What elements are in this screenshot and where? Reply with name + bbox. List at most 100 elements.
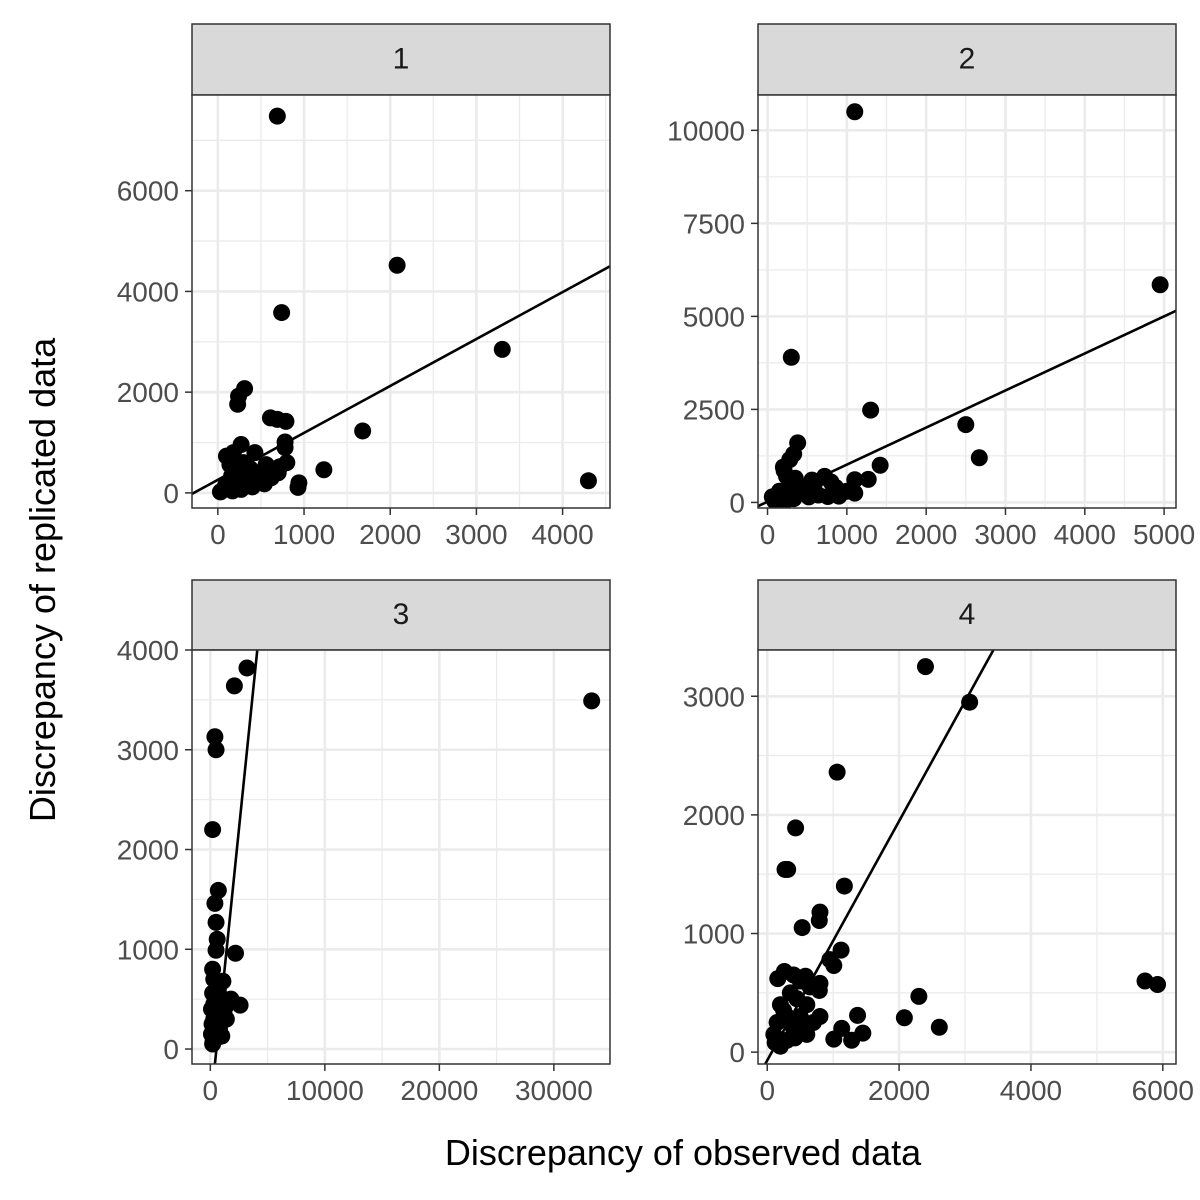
data-point — [800, 488, 818, 506]
facet-panel-4: 4 0 2000 4000 6000 0 1000 2000 3000 — [683, 579, 1194, 1106]
data-point — [268, 107, 286, 125]
x-tick-label: 5000 — [1133, 519, 1195, 550]
y-axis-title: Discrepancy of replicated data — [22, 337, 63, 822]
data-point — [828, 763, 846, 781]
data-point — [771, 996, 789, 1014]
y-tick-label: 4000 — [117, 635, 179, 666]
panel-content — [192, 650, 610, 1064]
data-point — [782, 348, 800, 366]
facet-strip — [191, 23, 611, 96]
data-point — [204, 821, 222, 839]
panel-background — [758, 95, 1176, 508]
x-tick-label: 10000 — [286, 1075, 364, 1106]
panel-border — [191, 649, 611, 1065]
data-point — [849, 1006, 867, 1024]
data-point — [806, 473, 824, 491]
y-tick-label: 2000 — [117, 377, 179, 408]
data-point — [579, 472, 597, 490]
x-tick-label: 1000 — [816, 519, 878, 550]
y-tick-label: 0 — [163, 1034, 179, 1065]
data-point — [794, 1017, 812, 1035]
panel-background — [758, 650, 1176, 1064]
y-tick-label: 0 — [163, 478, 179, 509]
data-point — [810, 911, 828, 929]
data-point — [811, 1008, 829, 1026]
data-point — [273, 304, 291, 322]
data-point — [204, 1032, 222, 1050]
data-point — [231, 996, 249, 1014]
data-point — [961, 693, 979, 711]
y-tick-label: 2000 — [117, 835, 179, 866]
data-point — [781, 451, 799, 469]
data-point — [225, 677, 243, 695]
facet-strip-label: 2 — [959, 42, 976, 75]
y-tick-label: 10000 — [667, 115, 745, 146]
data-point — [203, 1015, 221, 1033]
data-point — [910, 987, 928, 1005]
data-point — [825, 1030, 843, 1048]
data-point — [229, 395, 247, 413]
facet-strip — [757, 579, 1177, 651]
data-point — [583, 692, 601, 710]
x-tick-label: 0 — [203, 1075, 219, 1106]
y-tick-label: 3000 — [117, 735, 179, 766]
data-point — [1151, 276, 1169, 294]
x-tick-label: 2000 — [359, 519, 421, 550]
y-tick-label: 0 — [729, 1037, 745, 1068]
data-point — [209, 881, 227, 899]
panel-content — [192, 95, 610, 508]
y-tick-label: 5000 — [683, 301, 745, 332]
data-point — [216, 998, 234, 1016]
x-tick-label: 0 — [759, 1075, 775, 1106]
data-point — [259, 467, 277, 485]
data-point — [862, 401, 880, 419]
data-point — [777, 492, 795, 508]
y-tick-label: 2500 — [683, 394, 745, 425]
data-point — [895, 1009, 913, 1027]
data-point — [821, 951, 839, 969]
x-tick-label: 0 — [760, 519, 776, 550]
data-point — [276, 439, 294, 457]
data-point — [830, 487, 848, 505]
data-point — [822, 473, 840, 491]
data-point — [791, 972, 809, 990]
x-tick-label: 0 — [210, 519, 226, 550]
panel-content — [758, 95, 1176, 508]
y-tick-label: 2000 — [683, 800, 745, 831]
panel-border — [757, 94, 1177, 509]
data-point — [846, 103, 864, 121]
data-point — [835, 877, 853, 895]
x-axis-title: Discrepancy of observed data — [445, 1132, 922, 1173]
data-point — [957, 416, 975, 434]
data-point — [769, 970, 787, 988]
x-tick-label: 4000 — [531, 519, 593, 550]
x-tick-label: 30000 — [515, 1075, 593, 1106]
data-point — [871, 456, 889, 474]
data-point — [930, 1018, 948, 1036]
panel-border — [757, 649, 1177, 1065]
data-point — [354, 422, 372, 440]
data-point — [766, 1034, 784, 1052]
data-point — [388, 256, 406, 274]
x-tick-label: 4000 — [1054, 519, 1116, 550]
x-tick-label: 1000 — [273, 519, 335, 550]
x-tick-label: 2000 — [868, 1075, 930, 1106]
facet-strip-label: 3 — [393, 598, 410, 631]
data-point — [278, 454, 296, 472]
data-point — [232, 480, 250, 498]
data-point — [916, 658, 934, 676]
panel-border — [191, 94, 611, 509]
data-point — [207, 741, 225, 759]
data-point — [493, 340, 511, 358]
data-point — [1149, 976, 1167, 994]
x-tick-label: 2000 — [895, 519, 957, 550]
data-point — [787, 819, 805, 837]
y-tick-label: 4000 — [117, 276, 179, 307]
facet-strip-label: 4 — [959, 598, 976, 631]
data-point — [207, 941, 225, 959]
panel-background — [192, 650, 610, 1064]
data-point — [779, 860, 797, 878]
x-tick-label: 6000 — [1132, 1075, 1194, 1106]
x-tick-label: 20000 — [400, 1075, 478, 1106]
